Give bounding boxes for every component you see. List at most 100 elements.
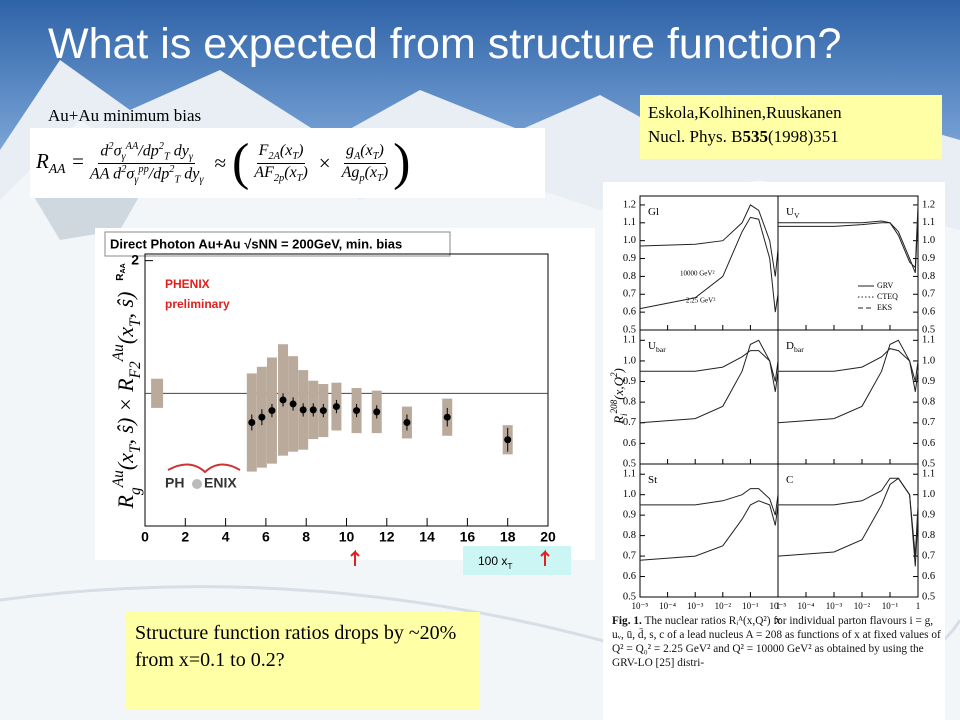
x-tick-label: 10⁻⁵	[770, 601, 787, 611]
curve-label: 2.25 GeV²	[686, 297, 715, 305]
data-point	[309, 406, 317, 414]
formula-run: γ	[134, 174, 139, 186]
label-run: T	[127, 317, 144, 327]
slide-title: What is expected from structure function…	[48, 20, 842, 68]
formula-run: AA	[48, 161, 66, 177]
curve	[640, 488, 779, 516]
label-run: 208	[609, 399, 619, 413]
panel-frame	[777, 463, 919, 598]
formula-run: (x	[364, 163, 378, 181]
x-axis-label: x	[774, 612, 781, 627]
ref-authors: Eskola,Kolhinen,Ruuskanen	[648, 103, 842, 122]
formula-run: T	[292, 151, 299, 163]
x-tick-label: 10⁻⁴	[659, 601, 676, 611]
x-tick-label: 10⁻³	[687, 601, 704, 611]
panel-label: Dbar	[786, 340, 804, 355]
operator: ×	[318, 150, 331, 175]
formula-run: p	[359, 172, 365, 184]
label-run: T	[127, 443, 144, 453]
formula-run: γ	[188, 151, 193, 163]
phenix-panel	[95, 228, 595, 560]
curve	[778, 477, 919, 557]
formula-run: 2	[121, 163, 127, 175]
y-tick-label: 0.8	[922, 271, 935, 282]
curve	[639, 204, 779, 277]
denominator: Agp(xT)	[340, 164, 391, 184]
label-run: Au	[110, 470, 127, 488]
legend-label: GRV	[877, 281, 893, 290]
label-run: (x	[113, 453, 138, 470]
formula-run: )	[302, 163, 308, 181]
label-run: U	[786, 206, 794, 218]
y-tick-label: 0.6	[623, 571, 636, 582]
formula-run: 2A	[268, 151, 280, 163]
curve	[778, 213, 919, 273]
caption-text: The nuclear ratios Rᵢᴬ(x,Q²) for individ…	[612, 615, 941, 669]
formula-run: AA	[125, 140, 139, 152]
data-point	[373, 408, 381, 416]
label-run: T	[507, 561, 512, 571]
data-point	[299, 406, 307, 414]
formula-run: R	[36, 148, 49, 173]
formula-run: dy	[169, 142, 189, 160]
y-tick-label: 1.0	[922, 355, 935, 366]
formula-run: )	[378, 142, 384, 160]
label-run: R	[611, 416, 626, 425]
x-tick-label: 6	[262, 529, 270, 545]
phenix-chart: Direct Photon Au+Au √sNN = 200GeV, min. …	[104, 231, 571, 575]
x-tick-label: 1	[776, 601, 781, 611]
x-label-box	[463, 546, 571, 575]
y-tick-label: 1.2	[623, 199, 636, 210]
curve	[640, 350, 779, 382]
x-tick-label: 10⁻⁵	[632, 601, 649, 611]
label-run: , ŝ) × R	[113, 378, 138, 445]
formula-run: F	[258, 142, 269, 160]
formula-run: 2	[108, 140, 114, 152]
y-tick-label: 0.9	[922, 510, 935, 521]
ref-volume: 535	[742, 127, 768, 146]
formula-run: /dp	[148, 164, 170, 182]
caption-label: Fig. 1.	[612, 615, 642, 627]
y-axis-label: RAA	[115, 263, 128, 280]
x-tick-label: 10⁻²	[715, 601, 732, 611]
y-tick-label: 0.9	[922, 253, 935, 264]
label-run: Gl	[648, 206, 659, 218]
y-tick-label: 0.7	[623, 550, 636, 561]
y-tick-label: 0.9	[922, 376, 935, 387]
y-tick-label: 1.1	[922, 335, 935, 346]
curve	[639, 216, 779, 313]
formula-lhs: RAA =	[36, 149, 85, 177]
legend-label: CTEQ	[877, 292, 898, 301]
y-tick-label: 0.9	[623, 376, 636, 387]
formula-run: /dp	[138, 142, 159, 160]
y-tick-label: 1.1	[623, 469, 636, 480]
label-run: (x	[113, 327, 138, 344]
x-axis-label: 100 xT	[478, 554, 512, 571]
reference-box: Eskola,Kolhinen,Ruuskanen Nucl. Phys. B5…	[640, 95, 942, 159]
y-tick-label: 0.9	[623, 253, 636, 264]
formula-run: (x	[360, 142, 373, 160]
label-run: bar	[794, 345, 804, 354]
x-tick-label: 10⁻⁴	[798, 601, 815, 611]
formula-run: )	[298, 142, 304, 160]
panel-label: Gl	[648, 206, 659, 218]
ref-journal: Nucl. Phys. B	[648, 127, 743, 146]
data-point	[279, 396, 287, 404]
y-tick-label: 0.6	[922, 307, 935, 318]
y-tick-label: 0.6	[922, 571, 935, 582]
curve	[778, 348, 919, 382]
x-tick-label: 10⁻³	[826, 601, 843, 611]
formula-run: T	[372, 151, 379, 163]
denominator: AF2p(xT)	[252, 164, 309, 184]
y-tick-label: 0.8	[623, 530, 636, 541]
x-tick-label: 4	[222, 529, 230, 545]
data-point	[258, 413, 266, 421]
denominator: AA d2σγpp/dp2T dyγ	[88, 164, 206, 186]
y-tick-label: 1.1	[922, 217, 935, 228]
x-tick-label: 10⁻¹	[742, 601, 759, 611]
formula-run: σ	[113, 142, 122, 160]
label-run: 2	[609, 372, 619, 377]
formula: RAA = d2σγAA/dp2T dyγ AA d2σγpp/dp2T dyγ …	[30, 128, 545, 198]
formula-run: (x	[279, 142, 293, 160]
data-point	[332, 403, 340, 411]
